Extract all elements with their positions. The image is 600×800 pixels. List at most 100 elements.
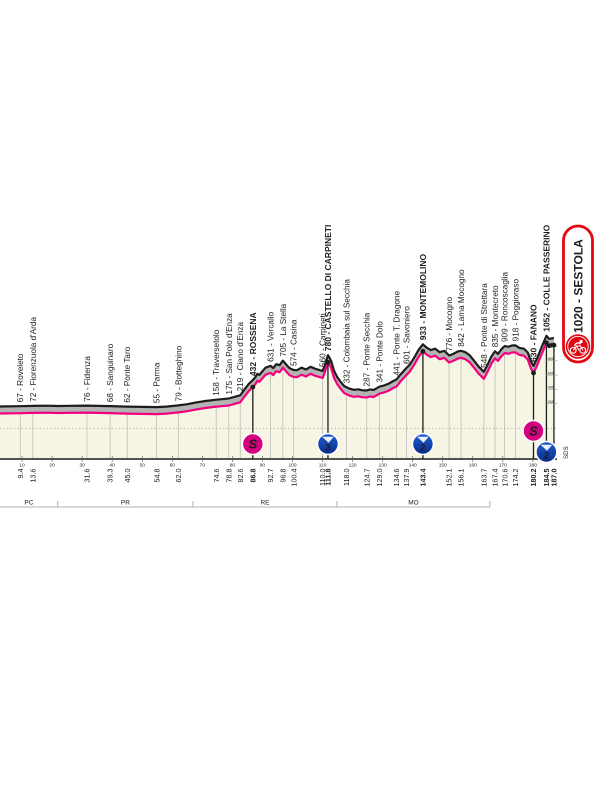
km-tick-label: 110: [319, 463, 327, 469]
elevation-tick-label: 400: [548, 386, 554, 390]
town-label: 1052 - COLLE PASSERINO: [541, 224, 551, 331]
town-label: 441 - Ponte T. Dragone: [392, 291, 401, 376]
town-label: 933 - MONTEMOLINO: [418, 253, 428, 340]
km-tick-label: 150: [439, 463, 447, 469]
km-tick-label: 170: [499, 463, 507, 469]
distance-value: 9.4: [16, 469, 25, 479]
profile-area-fill: [0, 342, 554, 459]
distance-value: 62.0: [174, 469, 183, 483]
distance-value: 134.6: [392, 469, 401, 487]
town-label: 62 - Ponte Taro: [123, 346, 132, 402]
gpm-category-icon: 2: [535, 440, 558, 464]
distance-value: 100.4: [289, 469, 298, 487]
town-label: 560 - Carpineti: [319, 313, 328, 367]
distance-value: 39.3: [106, 469, 115, 483]
town-label: 630 - FANANO: [529, 304, 539, 362]
distance-value: 82.6: [236, 469, 245, 483]
distance-value: 31.6: [83, 469, 92, 483]
distance-value: 74.6: [212, 469, 221, 483]
town-label: 67 - Roveleto: [16, 353, 25, 402]
distance-value: 118.0: [342, 468, 351, 485]
sprint-icon: S: [241, 432, 265, 456]
province-label: PR: [121, 500, 130, 507]
town-label: 548 - Ponte di Strettara: [480, 283, 489, 368]
town-label: 918 - Poggioraso: [511, 279, 520, 342]
town-label: 705 - La Stella: [279, 303, 288, 356]
distance-value: 187.0: [550, 469, 559, 487]
km-tick-label: 20: [49, 463, 55, 469]
town-label: 432 - ROSSENA: [248, 312, 258, 376]
town-label: 631 - Vercallo: [267, 311, 276, 362]
distance-value: 86.8: [248, 469, 257, 483]
province-label: MO: [408, 500, 418, 507]
distance-value: 54.8: [152, 469, 161, 483]
elevation-tick-label: 600: [548, 371, 554, 375]
km-tick-label: 180: [529, 463, 537, 469]
town-label: 219 - Ciano d'Enza: [236, 322, 245, 392]
km-tick-label: 160: [469, 463, 477, 469]
distance-value: 96.8: [278, 469, 287, 483]
distance-value: 174.2: [511, 469, 520, 487]
town-label: 287 - Ponte Secchia: [363, 312, 372, 386]
gpm-category-icon: 2: [411, 432, 435, 456]
km-tick-label: 30: [79, 463, 85, 469]
distance-value: 92.7: [266, 469, 275, 483]
point-dot: [544, 340, 549, 346]
sprint-icon: S: [522, 419, 545, 443]
distance-value: 184.5: [542, 469, 551, 487]
elevation-tick-label: 800: [548, 357, 554, 361]
point-dot: [325, 359, 331, 365]
province-label: PC: [24, 500, 33, 507]
distance-value: 111.8: [324, 469, 333, 486]
elevation-tick-label: 200: [548, 400, 554, 404]
town-label: 175 - San Polo d'Enza: [225, 313, 234, 395]
sds-signature: SDS: [563, 446, 570, 459]
distance-value: 45.0: [123, 469, 132, 483]
distance-value: 167.4: [491, 469, 500, 487]
km-tick-label: 90: [260, 463, 266, 469]
town-label: 332 - Colombaia sul Secchia: [343, 279, 352, 384]
distance-value: 137.9: [402, 469, 411, 487]
town-label: 68 - Sanguinaro: [106, 343, 115, 402]
town-label: 909 - Roncoscaglia: [501, 271, 510, 342]
town-label: 842 - Lama Mocogno: [457, 269, 466, 347]
distance-value: 170.6: [500, 469, 509, 487]
distance-value: 124.7: [362, 469, 371, 487]
km-tick-label: 80: [230, 463, 236, 469]
distance-value: 110.0: [318, 468, 327, 485]
svg-text:S: S: [248, 436, 257, 451]
point-dot: [549, 343, 554, 348]
finish-label: 1020 - SESTOLA: [572, 239, 586, 333]
svg-text:S: S: [529, 423, 538, 438]
town-label: 79 - Botteghino: [174, 345, 183, 401]
distance-value: 180.2: [529, 469, 538, 487]
km-tick-label: 70: [200, 463, 206, 469]
town-label: 835 - Montecreto: [491, 285, 500, 347]
town-label: 76 - Fidenza: [83, 356, 92, 402]
km-tick-label: 120: [349, 463, 357, 469]
finish-cyclist-icon: [565, 334, 591, 359]
finish-banner-box: [562, 224, 594, 364]
km-tick-label: 10: [19, 463, 25, 469]
town-label: 72 - Fiorenzuola d'Arda: [29, 317, 38, 402]
town-label: 341 - Ponte Dolo: [376, 321, 385, 383]
town-label: 55 - Parma: [153, 362, 162, 403]
distance-value: 152.1: [445, 469, 454, 487]
km-tick-label: 130: [379, 463, 387, 469]
town-label: 601 - Savoniero: [402, 306, 411, 364]
point-dot: [250, 384, 256, 390]
gpm-category-icon: 3: [316, 432, 340, 456]
point-dot: [531, 370, 536, 376]
svg-text:2: 2: [420, 443, 425, 454]
town-label: 158 - Traversetolo: [212, 329, 221, 395]
svg-text:2: 2: [544, 451, 549, 462]
town-label: 574 - Casina: [290, 319, 299, 366]
profile-top-line: [0, 334, 555, 409]
km-tick-label: 140: [409, 463, 417, 469]
km-tick-label: 100: [288, 463, 296, 469]
distance-value: 163.7: [480, 469, 489, 487]
km-tick-label: 50: [140, 463, 146, 469]
distance-value: 13.6: [28, 469, 37, 483]
